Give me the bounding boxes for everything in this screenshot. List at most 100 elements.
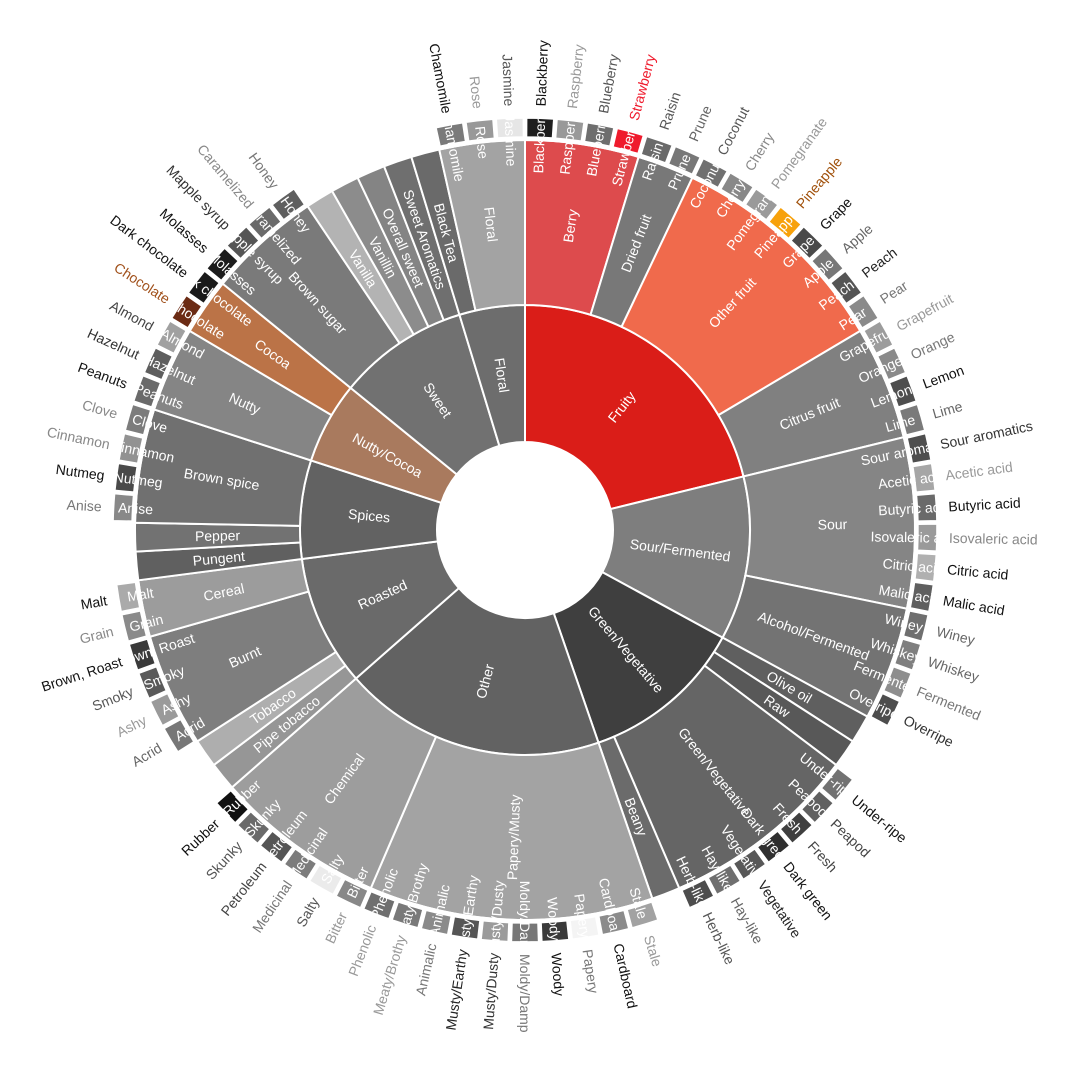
tile-overripe[interactable] [869, 692, 901, 727]
tile-caramelized[interactable] [247, 205, 283, 240]
arc-jasmine[interactable] [496, 139, 526, 143]
tile-cherry[interactable] [719, 171, 755, 204]
tile-stale[interactable] [626, 901, 659, 929]
arc-fermented[interactable] [879, 663, 893, 692]
tile-lime[interactable] [898, 403, 926, 436]
tile-under-ripe[interactable] [820, 767, 854, 802]
arc-papery[interactable] [568, 912, 597, 919]
tile-salty[interactable] [308, 863, 343, 896]
tile-winey[interactable] [902, 609, 930, 643]
arc-hay-like[interactable] [704, 860, 731, 877]
tile-skunky[interactable] [236, 810, 272, 845]
tile-woody[interactable] [540, 919, 570, 943]
arc-vegetative[interactable] [729, 844, 755, 863]
tile-anise[interactable] [112, 492, 135, 522]
arc-musty-earthy[interactable] [453, 912, 482, 919]
tile-whiskey[interactable] [893, 638, 922, 672]
arc-lemon[interactable] [885, 382, 897, 410]
tile-acetic-acid[interactable] [911, 462, 936, 493]
arc-fresh[interactable] [776, 807, 799, 829]
tile-strawberry[interactable] [612, 127, 645, 155]
tile-cardboard[interactable] [597, 909, 630, 936]
arc-peanuts[interactable] [153, 382, 165, 410]
tile-fermented[interactable] [882, 665, 913, 700]
tile-medicinal[interactable] [283, 847, 318, 881]
tile-molasses[interactable] [205, 246, 240, 282]
tile-dark-chocolate[interactable] [187, 269, 221, 305]
arc-butyric-acid[interactable] [912, 493, 916, 523]
tile-grape[interactable] [789, 225, 825, 260]
tile-bitter[interactable] [335, 878, 370, 909]
tile-prune[interactable] [667, 145, 702, 176]
tile-raspberry[interactable] [554, 118, 585, 142]
arc-peapod[interactable] [797, 786, 819, 810]
tile-pear[interactable] [847, 294, 880, 330]
tile-blackberry[interactable] [525, 117, 555, 139]
tile-phenolic[interactable] [362, 890, 397, 920]
tile-herb-like[interactable] [680, 878, 715, 909]
tile-musty-earthy[interactable] [450, 915, 481, 941]
tile-honey[interactable] [270, 187, 306, 221]
tile-raisin[interactable] [640, 135, 674, 164]
tile-malt[interactable] [115, 581, 141, 613]
arc-sour-aromatics[interactable] [902, 436, 911, 466]
tile-meaty-brothy[interactable] [391, 901, 424, 929]
tile-rubber[interactable] [215, 789, 250, 824]
tile-peanuts[interactable] [132, 374, 162, 409]
tile-grain[interactable] [120, 609, 148, 643]
tile-chocolate[interactable] [170, 294, 203, 330]
tile-clove[interactable] [124, 403, 152, 436]
tile-isovaleric-acid[interactable] [916, 523, 938, 552]
tile-brown-roast[interactable] [128, 638, 157, 672]
tile-hazelnut[interactable] [143, 346, 174, 381]
tile-acrid[interactable] [163, 718, 195, 753]
tile-peach[interactable] [829, 269, 863, 305]
tile-chamomile[interactable] [435, 121, 467, 148]
tile-ashy[interactable] [149, 692, 181, 727]
tile-cinnamon[interactable] [118, 432, 144, 465]
tile-malic-acid[interactable] [909, 581, 935, 613]
tile-animalic[interactable] [420, 909, 453, 936]
tile-sour-aromatics[interactable] [906, 432, 932, 465]
tile-fresh[interactable] [778, 810, 814, 845]
arc-blueberry[interactable] [582, 143, 611, 151]
tile-vegetative[interactable] [732, 847, 767, 881]
tile-coconut[interactable] [694, 157, 729, 189]
arc-acrid[interactable] [181, 716, 199, 742]
tile-blueberry[interactable] [583, 121, 615, 148]
tile-butyric-acid[interactable] [915, 492, 938, 522]
tile-hay-like[interactable] [707, 863, 742, 896]
tile-apple[interactable] [810, 246, 845, 282]
tile-citric-acid[interactable] [914, 552, 938, 583]
tile-musty-dusty[interactable] [480, 919, 510, 943]
tile-orange[interactable] [876, 346, 907, 381]
arc-chamomile[interactable] [439, 143, 468, 151]
arc-hazelnut[interactable] [163, 355, 177, 383]
tile-smoky[interactable] [137, 665, 168, 700]
arc-mapple-syrup[interactable] [240, 241, 263, 263]
arc-acetic-acid[interactable] [908, 465, 915, 495]
arc-stale[interactable] [624, 897, 653, 908]
tile-pomegranate[interactable] [744, 187, 780, 221]
tile-papery[interactable] [569, 915, 600, 941]
tile-mapple-syrup[interactable] [225, 225, 261, 260]
arc-peach[interactable] [826, 283, 846, 308]
tile-jasmine[interactable] [495, 117, 525, 139]
arc-molasses[interactable] [221, 261, 243, 285]
tile-nutmeg[interactable] [114, 462, 139, 493]
tile-dark-green[interactable] [756, 829, 791, 864]
tile-peapod[interactable] [800, 789, 835, 824]
tile-grapefruit[interactable] [862, 320, 895, 355]
arc-blackberry[interactable] [524, 139, 554, 143]
tile-lemon[interactable] [888, 374, 918, 409]
tile-pineapple[interactable] [767, 205, 803, 240]
arc-medicinal[interactable] [295, 844, 321, 863]
tile-almond[interactable] [155, 320, 188, 355]
tile-rose[interactable] [465, 118, 496, 142]
tile-moldy-damp[interactable] [510, 922, 540, 943]
arc-raisin[interactable] [638, 155, 667, 168]
tile-petroleum[interactable] [259, 829, 294, 864]
arc-meaty-brothy[interactable] [397, 897, 426, 908]
arc-smoky[interactable] [157, 663, 171, 692]
arc-isovaleric-acid[interactable] [913, 522, 916, 552]
